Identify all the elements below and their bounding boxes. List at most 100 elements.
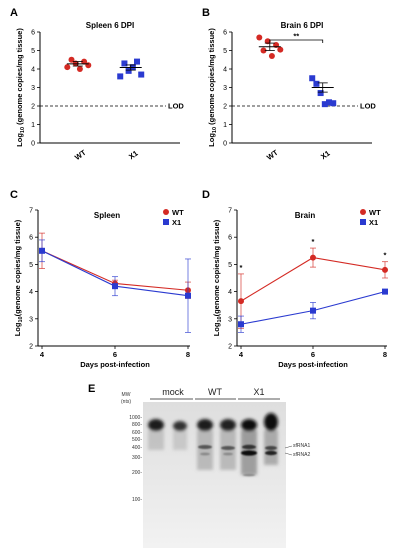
data-point xyxy=(125,67,132,74)
mw-marker-800: 800- xyxy=(132,422,142,428)
sfrna1-pointer xyxy=(284,445,293,449)
x-category-label: WT xyxy=(265,148,280,162)
y-axis-label-rest: (genome copies/mg tissue) xyxy=(15,28,24,127)
legend-marker xyxy=(360,219,366,225)
y-axis-label-rest: (genome copies/mg tissue) xyxy=(207,28,216,127)
data-point xyxy=(117,73,124,80)
data-point xyxy=(310,307,316,314)
x-tick-label: 8 xyxy=(186,350,190,359)
y-tick-label: 2 xyxy=(29,344,33,351)
y-tick-label: 0 xyxy=(223,141,227,148)
lane-label-x1: X1 xyxy=(253,387,264,397)
x-tick-label: 6 xyxy=(311,350,315,359)
significance-marker: * xyxy=(384,251,387,260)
legend-marker xyxy=(163,209,169,215)
data-point xyxy=(134,58,141,65)
y-tick-label: 6 xyxy=(29,235,33,242)
y-tick-label: 6 xyxy=(223,30,227,37)
x-axis-label: Days post-infection xyxy=(80,360,150,369)
sfrna2-pointer xyxy=(284,452,293,456)
data-point xyxy=(382,266,388,273)
legend-label: X1 xyxy=(172,218,181,227)
data-point xyxy=(256,34,263,41)
panel-label: C xyxy=(10,189,18,201)
legend-marker xyxy=(360,209,366,215)
y-tick-label: 5 xyxy=(228,262,232,269)
data-point xyxy=(64,64,71,71)
lod-label: LOD xyxy=(168,102,184,111)
y-tick-label: 5 xyxy=(223,48,227,55)
y-axis-label: Log10 (genome copies/mg tissue) xyxy=(207,28,218,147)
data-point xyxy=(138,71,145,78)
data-point xyxy=(76,66,83,72)
blot-membrane xyxy=(143,402,286,548)
data-point xyxy=(185,292,191,299)
y-axis-label-rest: (genome copies/mg tissue) xyxy=(13,219,22,316)
mw-marker-400: 400- xyxy=(132,445,142,451)
blot-bands xyxy=(148,413,278,475)
y-tick-label: 1 xyxy=(31,122,35,129)
y-tick-label: 3 xyxy=(31,85,35,92)
mw-unit-label: (nts) xyxy=(121,399,131,405)
data-point xyxy=(112,283,118,290)
chart-title: Brain 6 DPI xyxy=(281,21,324,30)
data-point xyxy=(310,254,316,261)
band-label-sfrna2: sfRNA2 xyxy=(293,452,310,458)
y-tick-label: 2 xyxy=(31,104,35,111)
x-tick-label: 6 xyxy=(113,350,117,359)
lod-label: LOD xyxy=(360,102,376,111)
data-point xyxy=(268,53,275,60)
mw-marker-300: 300- xyxy=(132,455,142,461)
y-tick-label: 5 xyxy=(29,262,33,269)
y-tick-label: 5 xyxy=(31,48,35,55)
mw-marker-200: 200- xyxy=(132,470,142,476)
y-axis-label-main: Log xyxy=(15,133,24,147)
significance-bracket xyxy=(269,39,324,43)
chart-title: Spleen xyxy=(94,211,120,220)
y-tick-label: 4 xyxy=(223,67,227,74)
legend-label: X1 xyxy=(369,218,378,227)
y-tick-label: 3 xyxy=(223,85,227,92)
y-tick-label: 6 xyxy=(31,30,35,37)
y-axis-label-subscript: 10 xyxy=(217,316,223,322)
data-point xyxy=(317,90,324,97)
mw-label: MW xyxy=(122,392,131,398)
significance-marker: ** xyxy=(293,32,299,41)
x-tick-label: 4 xyxy=(40,350,45,359)
y-axis-label-main: Log xyxy=(212,322,221,336)
chart-title: Spleen 6 DPI xyxy=(86,21,134,30)
y-tick-label: 7 xyxy=(29,208,33,215)
panel-label-e: E xyxy=(88,383,95,395)
data-point xyxy=(309,75,316,82)
legend-label: WT xyxy=(369,208,381,217)
y-tick-label: 6 xyxy=(228,235,232,242)
y-axis-label-subscript: 10 xyxy=(20,127,26,133)
y-axis-label-subscript: 10 xyxy=(18,316,24,322)
data-point xyxy=(238,298,244,305)
panel-c-spleen-timecourse: C Spleen 2 3 4 5 6 7 4 6 8 Days post-infection Log10… xyxy=(10,189,191,369)
data-point xyxy=(313,80,320,87)
y-tick-label: 4 xyxy=(228,289,232,296)
y-axis-label-main: Log xyxy=(13,322,22,336)
lane-label-wt: WT xyxy=(208,387,222,397)
y-axis-label: Log10(genome copies/mg tissue) xyxy=(212,219,223,336)
y-axis-label: Log10(genome copies/mg tissue) xyxy=(13,219,24,336)
x-category-label: X1 xyxy=(127,149,140,162)
mw-marker-500: 500- xyxy=(132,437,142,443)
data-point xyxy=(238,321,244,328)
legend-marker xyxy=(163,219,169,225)
data-point xyxy=(326,99,333,106)
data-point xyxy=(330,100,337,107)
panel-a-spleen-scatter: A Spleen 6 DPI 0 1 2 3 4 5 6 Log10 (genome copies… xyxy=(10,7,184,162)
y-tick-label: 7 xyxy=(228,208,232,215)
data-point xyxy=(85,62,92,69)
mw-marker-100: 100- xyxy=(132,497,142,503)
mw-marker-600: 600- xyxy=(132,430,142,436)
y-tick-label: 1 xyxy=(223,122,227,129)
sfrna-bands xyxy=(198,444,277,477)
panel-label: B xyxy=(202,7,210,19)
y-tick-label: 3 xyxy=(29,316,33,323)
significance-marker: * xyxy=(312,237,315,246)
data-point xyxy=(321,101,328,108)
